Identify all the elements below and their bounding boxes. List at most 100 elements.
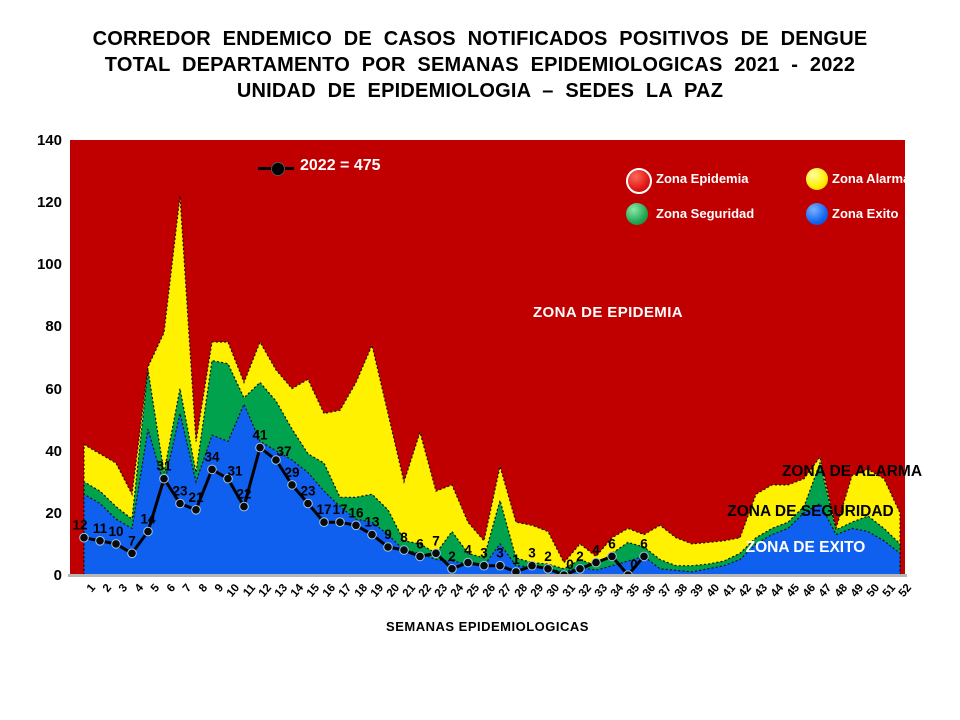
line-2022-marker [527,560,537,571]
figure-title: CORREDOR ENDEMICO DE CASOS NOTIFICADOS P… [0,26,960,104]
y-tick-label: 20 [45,504,62,522]
x-tick-label: 30 [544,582,563,600]
x-tick-label: 18 [352,582,371,600]
x-tick-label: 31 [560,582,579,600]
line-2022-data-label: 3 [496,546,504,561]
line-2022-data-label: 3 [480,546,488,561]
line-2022-marker [287,480,297,490]
line-2022-marker [303,498,313,509]
line-2022-marker [319,517,329,528]
title-line-2: TOTAL DEPARTAMENTO POR SEMANAS EPIDEMIOL… [104,54,856,76]
zone-label-epidemia: ZONA DE EPIDEMIA [532,304,684,321]
x-tick-label: 52 [896,582,915,600]
line-2022-data-label: 13 [364,515,380,530]
zone-area [83,402,901,575]
x-tick-label: 34 [608,582,627,600]
line-2022-marker [511,567,521,575]
x-tick-label: 38 [672,582,691,600]
line-2022-data-label: 14 [140,512,156,527]
x-tick-label: 21 [400,582,419,600]
line-2022-marker [639,551,649,562]
x-axis-title: SEMANAS EPIDEMIOLOGICAS [386,619,589,634]
x-tick-label: 46 [800,582,819,600]
x-tick-label: 12 [256,582,275,600]
line-2022-marker [463,557,473,568]
x-tick-label: 42 [736,582,755,600]
x-tick-label: 22 [416,582,435,600]
line-2022-marker [367,529,377,540]
x-tick-label: 7 [180,582,195,595]
line-2022-marker [383,542,393,552]
line-2022-marker [111,539,121,549]
x-tick-label: 9 [212,582,227,595]
x-tick-label: 50 [864,582,883,600]
line-2022-data-label: 7 [432,533,440,548]
x-tick-label: 32 [576,582,595,600]
line-2022-marker [559,570,569,575]
zone-label-exito: ZONA DE EXITO [745,539,866,556]
zone-label-seguridad: ZONA DE SEGURIDAD [727,503,894,520]
line-2022-data-label: 1 [512,552,520,567]
x-tick-label: 26 [480,582,499,600]
line-2022-data-label: 11 [93,521,108,536]
line-2022-data-label: 2 [576,549,584,564]
legend-label-alarma: Zona Alarma [832,171,911,186]
legend-label-seguridad: Zona Seguridad [656,206,755,221]
line-2022-data-label: 31 [156,459,172,474]
line-2022-marker [591,557,601,568]
y-tick-label: 80 [45,318,62,336]
zone-label-alarma: ZONA DE ALARMA [781,463,923,480]
x-tick-label: 45 [784,582,803,600]
x-tick-label: 28 [512,582,531,600]
x-tick-label: 27 [496,582,515,600]
x-tick-label: 6 [164,582,179,595]
line-2022-data-label: 4 [464,543,472,558]
x-tick-label: 11 [241,582,259,600]
x-tick-label: 43 [752,582,771,600]
x-tick-label: 19 [368,582,387,600]
x-tick-label: 10 [224,582,243,600]
line-2022-data-label: 4 [592,543,600,558]
x-tick-label: 1 [84,582,99,595]
line-2022-data-label: 3 [528,546,536,561]
line-2022-marker [415,551,425,562]
y-tick-label: 120 [36,194,62,212]
line-2022-marker [479,560,489,571]
x-tick-label: 37 [656,582,675,600]
x-tick-label: 2 [100,582,115,595]
line-2022-marker [447,564,457,574]
x-tick-label: 17 [336,582,355,600]
x-tick-label: 47 [816,582,835,600]
x-tick-label: 25 [464,582,483,600]
line-2022-data-label: 34 [204,449,220,464]
line-2022-data-label: 6 [640,536,648,551]
line-2022-marker [79,532,89,543]
legend-label-epidemia: Zona Epidemia [656,171,749,186]
line-2022-data-label: 29 [284,465,299,480]
line-2022-data-label: 21 [188,490,204,505]
line-2022-data-label: 17 [316,502,331,517]
x-tick-label: 5 [148,582,163,595]
alarma-ball-icon [806,168,828,190]
line-2022-marker [271,455,281,465]
line-2022-marker [335,517,345,528]
line-2022-data-label: 0 [630,557,638,572]
x-tick-label: 29 [528,582,547,600]
x-tick-label: 13 [272,582,291,600]
line-2022-data-label: 6 [416,536,424,551]
line-2022-data-label: 17 [332,502,347,517]
line-2022-marker [223,473,233,484]
x-tick-label: 33 [592,582,611,600]
line-2022-marker [399,545,409,555]
title-line-1: CORREDOR ENDEMICO DE CASOS NOTIFICADOS P… [92,28,868,50]
line-2022-marker [431,548,441,559]
line-2022-data-label: 41 [252,428,268,443]
x-tick-label: 3 [116,582,131,595]
x-tick-label: 49 [848,582,867,600]
line-2022-marker [207,464,217,475]
line-2022-data-label: 8 [400,530,408,545]
y-tick-label: 100 [36,256,62,274]
line-2022-marker [239,501,249,512]
